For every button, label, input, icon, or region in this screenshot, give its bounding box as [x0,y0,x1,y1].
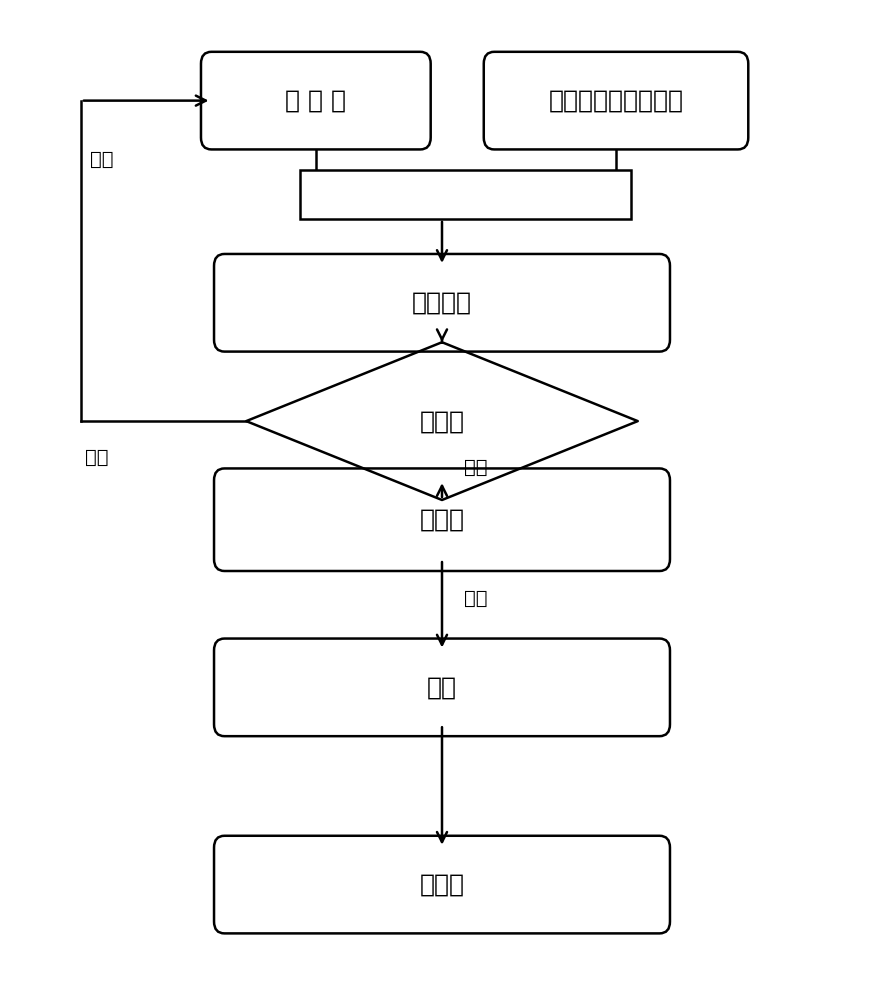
FancyBboxPatch shape [214,639,670,736]
Text: 干燥: 干燥 [427,675,457,699]
Text: 纯产品: 纯产品 [420,873,464,897]
Text: 相分离: 相分离 [420,409,464,433]
Text: 洗涤: 洗涤 [464,589,487,608]
Text: 硝化反应: 硝化反应 [412,291,472,315]
Text: 粗产品: 粗产品 [420,508,464,532]
FancyBboxPatch shape [214,254,670,352]
FancyBboxPatch shape [214,468,670,571]
Text: 脱水: 脱水 [89,150,113,169]
Text: 催 化 剂: 催 化 剂 [286,89,347,113]
Text: 对氯三氟甲苯、硝酸: 对氯三氟甲苯、硝酸 [549,89,683,113]
Text: 下层: 下层 [85,448,109,467]
FancyBboxPatch shape [214,836,670,933]
FancyBboxPatch shape [301,170,631,219]
FancyBboxPatch shape [201,52,431,149]
Text: 上层: 上层 [464,458,487,477]
FancyBboxPatch shape [484,52,748,149]
